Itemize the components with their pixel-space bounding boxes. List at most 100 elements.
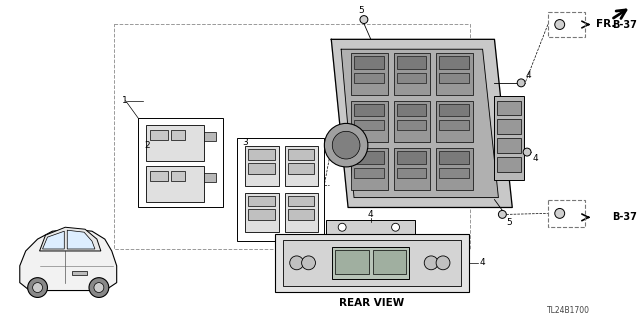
- Bar: [285, 146, 319, 186]
- Bar: [495, 96, 524, 180]
- Bar: [397, 73, 426, 83]
- Circle shape: [338, 223, 346, 231]
- Bar: [354, 56, 384, 69]
- Text: REAR VIEW: REAR VIEW: [339, 298, 404, 308]
- Text: 4: 4: [480, 258, 485, 267]
- Bar: [436, 148, 473, 190]
- Bar: [439, 168, 468, 178]
- Bar: [351, 101, 388, 142]
- Bar: [248, 210, 275, 220]
- Bar: [275, 234, 468, 292]
- Bar: [351, 53, 388, 95]
- Polygon shape: [42, 231, 64, 249]
- Bar: [204, 132, 216, 141]
- Bar: [394, 148, 430, 190]
- Circle shape: [499, 211, 506, 218]
- Bar: [439, 56, 468, 69]
- Bar: [326, 220, 415, 234]
- Bar: [373, 250, 406, 274]
- Bar: [72, 271, 87, 275]
- Text: B-37: B-37: [612, 19, 637, 30]
- Text: B-37: B-37: [612, 212, 637, 222]
- Bar: [138, 118, 223, 207]
- Bar: [354, 151, 384, 164]
- Bar: [147, 125, 204, 161]
- Text: 2: 2: [145, 141, 150, 150]
- Polygon shape: [20, 229, 116, 291]
- Bar: [439, 121, 468, 130]
- Bar: [397, 168, 426, 178]
- Bar: [548, 200, 586, 227]
- Bar: [285, 193, 319, 232]
- Bar: [171, 130, 185, 140]
- Bar: [237, 138, 324, 241]
- Bar: [436, 101, 473, 142]
- Bar: [436, 53, 473, 95]
- Bar: [150, 130, 168, 140]
- Text: 4: 4: [532, 153, 538, 162]
- Text: 3: 3: [243, 138, 248, 147]
- Bar: [288, 149, 314, 160]
- Circle shape: [517, 79, 525, 87]
- Bar: [548, 12, 586, 37]
- Bar: [439, 151, 468, 164]
- Bar: [354, 121, 384, 130]
- Circle shape: [523, 148, 531, 156]
- Circle shape: [324, 123, 368, 167]
- Circle shape: [28, 278, 47, 297]
- Circle shape: [33, 283, 42, 293]
- Bar: [283, 240, 461, 286]
- Bar: [288, 210, 314, 220]
- Bar: [171, 171, 185, 181]
- Bar: [245, 146, 279, 186]
- Bar: [114, 24, 470, 249]
- Circle shape: [555, 19, 564, 29]
- Circle shape: [290, 256, 303, 270]
- Polygon shape: [341, 49, 499, 197]
- Circle shape: [301, 256, 316, 270]
- Text: 4: 4: [525, 71, 531, 80]
- Bar: [397, 56, 426, 69]
- Circle shape: [332, 131, 360, 159]
- Bar: [351, 148, 388, 190]
- Text: 5: 5: [506, 218, 512, 227]
- Bar: [248, 196, 275, 206]
- Text: TL24B1700: TL24B1700: [547, 306, 590, 315]
- Bar: [147, 166, 204, 202]
- Circle shape: [424, 256, 438, 270]
- Bar: [397, 151, 426, 164]
- Bar: [354, 73, 384, 83]
- Circle shape: [94, 283, 104, 293]
- Polygon shape: [67, 230, 95, 249]
- Bar: [397, 104, 426, 116]
- Bar: [288, 196, 314, 206]
- Polygon shape: [40, 227, 101, 251]
- Bar: [354, 168, 384, 178]
- Bar: [335, 250, 369, 274]
- Text: 5: 5: [358, 6, 364, 15]
- Bar: [497, 157, 521, 172]
- Bar: [497, 119, 521, 134]
- Bar: [394, 53, 430, 95]
- Bar: [439, 73, 468, 83]
- Circle shape: [360, 16, 368, 24]
- Bar: [204, 173, 216, 182]
- Polygon shape: [332, 39, 512, 207]
- Bar: [248, 163, 275, 174]
- Bar: [150, 171, 168, 181]
- Bar: [245, 193, 279, 232]
- Bar: [497, 138, 521, 153]
- Circle shape: [436, 256, 450, 270]
- Bar: [394, 101, 430, 142]
- Circle shape: [89, 278, 109, 297]
- Bar: [248, 149, 275, 160]
- Text: 1: 1: [122, 96, 127, 105]
- Text: FR.: FR.: [595, 19, 615, 28]
- Circle shape: [555, 208, 564, 218]
- Text: 4: 4: [368, 210, 374, 219]
- Bar: [397, 121, 426, 130]
- Bar: [354, 104, 384, 116]
- Bar: [439, 104, 468, 116]
- Bar: [332, 247, 410, 279]
- Circle shape: [392, 223, 399, 231]
